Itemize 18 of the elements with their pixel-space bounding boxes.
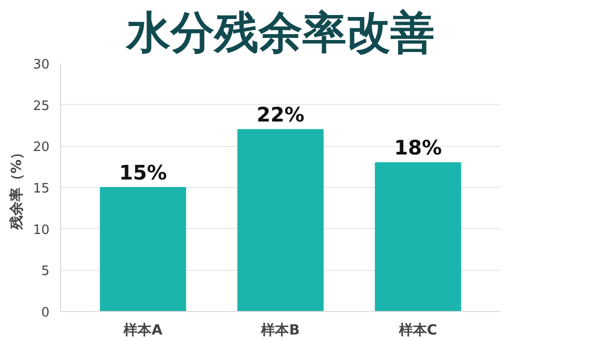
data-label: 15% [119,160,167,184]
bar [237,129,324,312]
x-tick-label: 样本B [260,322,300,338]
y-tick-label: 30 [32,58,50,72]
bar [100,187,186,312]
x-tick-label: 样本A [122,322,163,338]
chart-title: 水分残余率改善 [124,8,434,58]
data-label: 22% [256,102,304,127]
bar [374,162,462,312]
y-tick-label: 20 [32,140,50,156]
y-tick-label: 25 [32,98,50,114]
x-tick-label: 样本C [398,322,438,338]
y-axis-title: 残余率（%） [8,145,25,231]
data-label: 18% [394,136,442,160]
y-tick-label: 15 [32,182,50,196]
y-tick-label: 5 [41,264,50,280]
y-tick-label: 10 [32,222,50,238]
y-tick-label: 0 [41,306,50,320]
